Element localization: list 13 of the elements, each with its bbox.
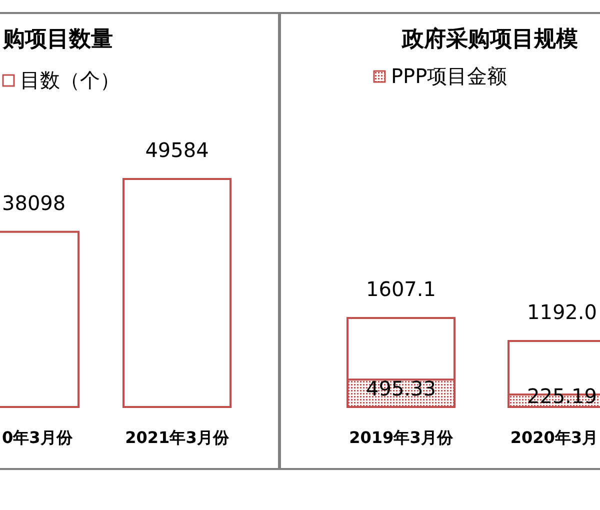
data-label: 1607.1 — [366, 277, 436, 301]
chart-title: 购项目数量 — [2, 27, 113, 52]
data-label: 1192.0 — [527, 300, 597, 324]
legend-label: PPP项目金额 — [391, 64, 508, 88]
x-tick-label: 0年3月份 — [2, 428, 74, 447]
data-label: 49584 — [145, 138, 209, 162]
data-label: 38098 — [2, 190, 66, 215]
legend-label: 目数（个） — [20, 68, 120, 92]
chart-title: 政府采购项目规模 — [401, 26, 578, 52]
x-tick-label: 2019年3月份 — [349, 428, 454, 447]
x-tick-label: 2021年3月份 — [125, 428, 230, 447]
data-label: 495.33 — [366, 376, 436, 401]
x-tick-label: 2020年3月 — [510, 428, 598, 447]
